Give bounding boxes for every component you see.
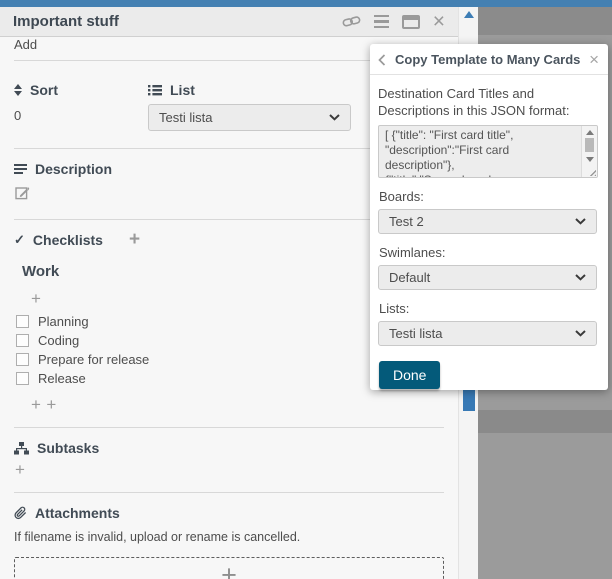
boards-label: Boards: bbox=[379, 189, 424, 205]
add-checklist-item-bottom-button[interactable]: + bbox=[31, 395, 41, 414]
divider bbox=[14, 219, 444, 220]
textarea-scroll-thumb[interactable] bbox=[585, 138, 594, 153]
checklist-item: Coding bbox=[16, 332, 444, 349]
sort-value[interactable]: 0 bbox=[14, 108, 22, 123]
link-icon[interactable] bbox=[342, 15, 361, 28]
hamburger-menu-icon[interactable] bbox=[373, 14, 389, 29]
scrollbar-up-arrow-icon[interactable] bbox=[464, 11, 474, 18]
subtasks-heading: Subtasks bbox=[14, 440, 444, 456]
chevron-down-icon bbox=[575, 218, 586, 225]
sort-label: Sort bbox=[30, 82, 58, 98]
popup-instruction: Destination Card Titles and Descriptions… bbox=[378, 86, 570, 119]
checkbox[interactable] bbox=[16, 315, 29, 328]
divider bbox=[14, 492, 444, 493]
sort-icon bbox=[14, 84, 22, 96]
align-left-icon bbox=[14, 163, 27, 175]
card-header: Important stuff × bbox=[0, 7, 458, 37]
add-attachment-dropzone[interactable]: + bbox=[14, 557, 444, 579]
textarea-resize-grip[interactable] bbox=[587, 167, 596, 177]
list-select[interactable]: Testi lista bbox=[148, 104, 351, 131]
add-subtask-button[interactable]: + bbox=[15, 460, 25, 479]
chevron-down-icon bbox=[329, 114, 340, 121]
sort-heading: Sort bbox=[14, 82, 148, 98]
back-chevron-icon[interactable] bbox=[378, 53, 386, 66]
add-link[interactable]: Add bbox=[14, 38, 38, 51]
add-another-checklist-button[interactable]: + bbox=[46, 395, 57, 414]
list-select-value: Testi lista bbox=[159, 110, 213, 125]
list-icon bbox=[148, 84, 162, 96]
add-checklist-item-top-button[interactable]: + bbox=[31, 289, 41, 308]
textarea-scroll-down-icon[interactable] bbox=[586, 157, 594, 163]
subtasks-label: Subtasks bbox=[37, 440, 100, 456]
json-textarea-value: [ {"title": "First card title", "descrip… bbox=[385, 128, 514, 177]
maximize-icon[interactable] bbox=[401, 14, 420, 29]
swimlanes-select-value: Default bbox=[389, 270, 431, 286]
checklists-heading: ✓ Checklists + bbox=[14, 229, 444, 250]
board-list-strip bbox=[478, 410, 612, 433]
divider bbox=[14, 60, 444, 61]
close-card-icon[interactable]: × bbox=[432, 9, 445, 33]
swimlanes-select[interactable]: Default bbox=[378, 265, 597, 291]
board-header-strip bbox=[478, 7, 612, 35]
checklist-item: Prepare for release bbox=[16, 351, 444, 368]
copy-template-popup: Copy Template to Many Cards × Destinatio… bbox=[370, 44, 608, 390]
sitemap-icon bbox=[14, 441, 29, 455]
add-checklist-button[interactable]: + bbox=[128, 229, 141, 250]
list-label: List bbox=[170, 82, 195, 98]
divider bbox=[14, 148, 444, 149]
checkbox[interactable] bbox=[16, 353, 29, 366]
scrollbar-thumb[interactable] bbox=[463, 388, 475, 411]
textarea-scroll-up-icon[interactable] bbox=[586, 130, 594, 136]
description-label: Description bbox=[35, 161, 113, 177]
attachments-heading: Attachments bbox=[14, 505, 444, 521]
checklists-label: Checklists bbox=[32, 232, 103, 248]
sort-section: Sort 0 bbox=[14, 70, 148, 131]
lists-label: Lists: bbox=[379, 301, 410, 317]
popup-title: Copy Template to Many Cards bbox=[395, 52, 581, 67]
checkbox[interactable] bbox=[16, 372, 29, 385]
app-top-bar bbox=[0, 0, 612, 7]
checklist-item-label[interactable]: Prepare for release bbox=[38, 352, 150, 367]
attachments-label: Attachments bbox=[35, 505, 120, 521]
card-title: Important stuff bbox=[13, 13, 119, 30]
check-icon: ✓ bbox=[14, 232, 25, 247]
done-button[interactable]: Done bbox=[379, 361, 441, 390]
checklist-item-label[interactable]: Release bbox=[38, 371, 86, 386]
chevron-down-icon bbox=[575, 274, 586, 281]
popup-body: Destination Card Titles and Descriptions… bbox=[370, 75, 608, 390]
add-attachment-plus-icon: + bbox=[221, 560, 237, 579]
description-heading: Description bbox=[14, 161, 444, 177]
checklist-item: Release bbox=[16, 370, 444, 387]
lists-select-value: Testi lista bbox=[389, 326, 443, 342]
popup-header: Copy Template to Many Cards × bbox=[370, 44, 608, 75]
list-section: List Testi lista bbox=[148, 70, 444, 131]
boards-select[interactable]: Test 2 bbox=[378, 209, 597, 235]
json-textarea[interactable]: [ {"title": "First card title", "descrip… bbox=[378, 125, 598, 179]
list-heading: List bbox=[148, 82, 444, 98]
divider bbox=[14, 427, 444, 428]
boards-select-value: Test 2 bbox=[389, 214, 424, 230]
attachments-note: If filename is invalid, upload or rename… bbox=[14, 530, 301, 544]
sort-list-row: Sort 0 List Testi lista bbox=[14, 70, 444, 131]
chevron-down-icon bbox=[575, 330, 586, 337]
lists-select[interactable]: Testi lista bbox=[378, 321, 597, 347]
checklist-item-label[interactable]: Planning bbox=[38, 314, 89, 329]
checklist-item: Planning bbox=[16, 313, 444, 330]
popup-close-icon[interactable]: × bbox=[589, 49, 599, 69]
card-body: Add Sort 0 List Testi lista bbox=[0, 38, 458, 579]
checklist-item-label[interactable]: Coding bbox=[38, 333, 80, 348]
paperclip-icon bbox=[14, 506, 27, 520]
card-header-actions: × bbox=[342, 9, 445, 33]
checkbox[interactable] bbox=[16, 334, 29, 347]
edit-description-row bbox=[15, 185, 444, 205]
textarea-scrollbar[interactable] bbox=[581, 126, 597, 178]
edit-pencil-icon[interactable] bbox=[15, 185, 30, 200]
checklist-name[interactable]: Work bbox=[22, 263, 60, 280]
swimlanes-label: Swimlanes: bbox=[379, 245, 446, 261]
